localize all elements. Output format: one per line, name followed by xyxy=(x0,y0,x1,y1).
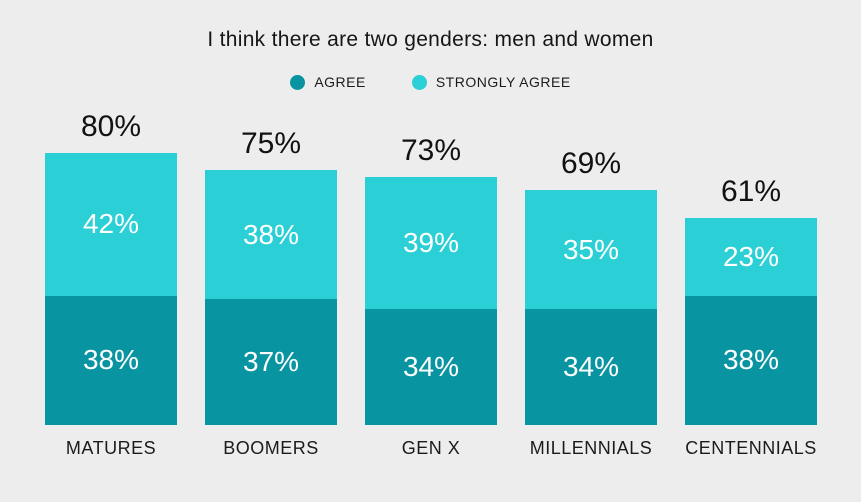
segment-value-label: 37% xyxy=(242,346,300,378)
legend-label-strongly-agree: STRONGLY AGREE xyxy=(435,74,571,90)
segment-value-label: 34% xyxy=(402,351,460,383)
category-label: MILLENNIALS xyxy=(529,438,653,458)
total-label: 75% xyxy=(240,127,302,161)
chart-plot-area: 80% 42% 38% 75% 38% 37% 73% 39% 34% 69% 35% 34% 61% 2… xyxy=(45,106,817,425)
chart-title: I think there are two genders: men and w… xyxy=(207,28,654,51)
total-label: 69% xyxy=(560,147,622,181)
strongly-agree-segment: 38% xyxy=(205,170,337,300)
segment-value-label: 23% xyxy=(722,240,780,272)
segment-value-label: 42% xyxy=(82,208,140,240)
agree-segment: 37% xyxy=(205,299,337,425)
segment-value-label: 38% xyxy=(82,344,140,376)
stacked-bar: 35% 34% xyxy=(525,190,657,425)
bar-column: 69% 35% 34% xyxy=(525,147,657,425)
category-label: BOOMERS xyxy=(223,438,319,458)
segment-value-label: 35% xyxy=(562,233,620,265)
bar-column: 73% 39% 34% xyxy=(365,134,497,425)
agree-dot-icon xyxy=(290,74,306,90)
strongly-agree-segment: 35% xyxy=(525,190,657,310)
category-label: MATURES xyxy=(65,438,157,458)
agree-segment: 38% xyxy=(685,295,817,425)
legend-label-agree: AGREE xyxy=(314,74,366,90)
total-label: 73% xyxy=(400,133,462,167)
legend-item-strongly-agree: STRONGLY AGREE xyxy=(411,74,571,90)
stacked-bar: 42% 38% xyxy=(45,153,177,425)
strongly-agree-segment: 39% xyxy=(365,176,497,310)
bar-column: 80% 42% 38% xyxy=(45,110,177,425)
category-label: CENTENNIALS xyxy=(685,438,817,458)
segment-value-label: 38% xyxy=(722,344,780,376)
agree-segment: 38% xyxy=(45,295,177,425)
agree-segment: 34% xyxy=(365,309,497,425)
stacked-bar: 39% 34% xyxy=(365,176,497,425)
strongly-agree-segment: 23% xyxy=(685,217,817,296)
bar-column: 61% 23% 38% xyxy=(685,175,817,425)
category-label: GEN X xyxy=(401,438,461,458)
agree-segment: 34% xyxy=(525,309,657,425)
segment-value-label: 39% xyxy=(402,227,460,259)
category-axis: MATURES BOOMERS GEN X MILLENNIALS CENTENNIAL… xyxy=(45,438,817,459)
legend: AGREE STRONGLY AGREE xyxy=(0,74,861,90)
legend-item-agree: AGREE xyxy=(290,74,366,90)
strongly-agree-segment: 42% xyxy=(45,153,177,296)
stacked-bar: 38% 37% xyxy=(205,170,337,425)
strongly-agree-dot-icon xyxy=(411,74,427,90)
segment-value-label: 34% xyxy=(562,351,620,383)
stacked-bar: 23% 38% xyxy=(685,217,817,425)
bar-column: 75% 38% 37% xyxy=(205,127,337,425)
total-label: 61% xyxy=(720,174,782,208)
segment-value-label: 38% xyxy=(242,218,300,250)
total-label: 80% xyxy=(80,110,142,144)
